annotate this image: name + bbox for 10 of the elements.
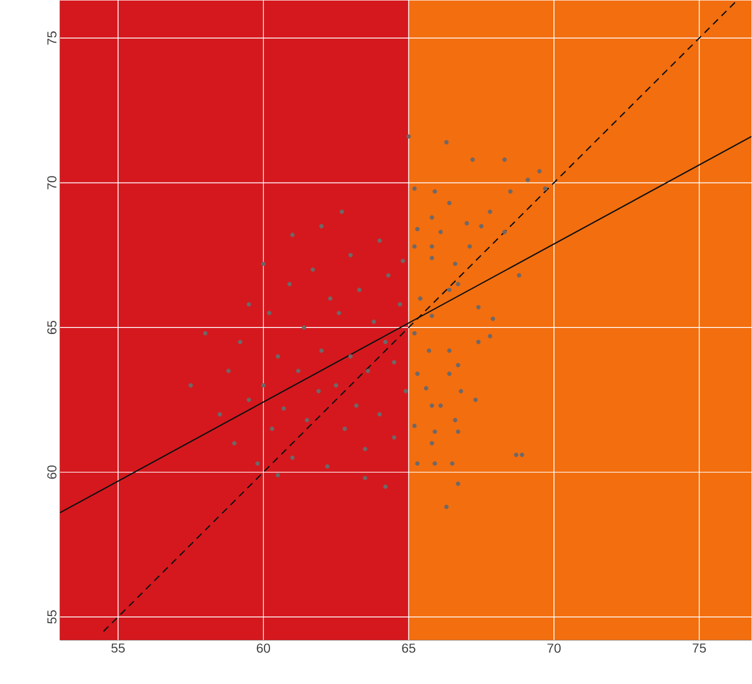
- x-tick-label: 60: [256, 644, 270, 653]
- y-tick-label: 70: [47, 176, 56, 190]
- y-tick-label: 65: [47, 320, 56, 334]
- y-tick-label: 60: [47, 465, 56, 479]
- x-tick-label: 70: [547, 644, 561, 653]
- x-tick-label: 75: [692, 644, 706, 653]
- x-tick-label: 55: [111, 644, 125, 653]
- y-tick-label: 55: [47, 610, 56, 624]
- y-tick-label: 75: [47, 31, 56, 45]
- x-tick-label: 65: [402, 644, 416, 653]
